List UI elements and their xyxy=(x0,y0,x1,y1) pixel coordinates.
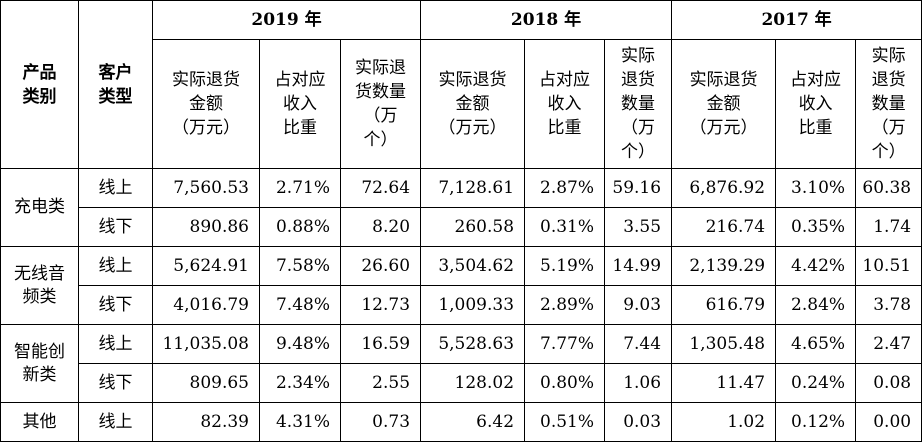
value-cell: 3.55 xyxy=(604,207,673,247)
value-cell: 7.48% xyxy=(259,285,341,325)
header-year-2017: 2017 年 xyxy=(671,0,922,40)
value-cell: 26.60 xyxy=(339,246,422,286)
category-cell: 充电类 xyxy=(0,168,79,247)
table-header: 产品 类别 客户 类型 2019 年 2018 年 2017 年 实际退货 金额… xyxy=(0,0,922,169)
value-cell: 11,035.08 xyxy=(152,324,260,364)
value-cell: 0.31% xyxy=(524,207,606,247)
value-cell: 1.02 xyxy=(671,402,777,442)
value-cell: 0.88% xyxy=(259,207,341,247)
value-cell: 16.59 xyxy=(339,324,422,364)
value-cell: 10.51 xyxy=(855,246,922,286)
value-cell: 3.10% xyxy=(775,168,857,208)
value-cell: 11.47 xyxy=(671,363,777,403)
value-cell: 2,139.29 xyxy=(671,246,777,286)
value-cell: 809.65 xyxy=(152,363,260,403)
header-2019-ratio: 占对应 收入 比重 xyxy=(259,39,341,169)
header-year-2018: 2018 年 xyxy=(420,0,673,40)
value-cell: 5,528.63 xyxy=(420,324,526,364)
header-2017-ratio: 占对应 收入 比重 xyxy=(775,39,857,169)
value-cell: 0.00 xyxy=(855,402,922,442)
customer-type-cell: 线上 xyxy=(78,402,153,442)
value-cell: 7.58% xyxy=(259,246,341,286)
header-year-2019: 2019 年 xyxy=(151,0,422,40)
value-cell: 2.84% xyxy=(775,285,857,325)
value-cell: 1.06 xyxy=(604,363,673,403)
value-cell: 0.51% xyxy=(524,402,606,442)
value-cell: 216.74 xyxy=(671,207,777,247)
value-cell: 3.78 xyxy=(855,285,922,325)
category-cell: 无线音 频类 xyxy=(0,246,79,325)
header-customer-type: 客户 类型 xyxy=(78,0,153,169)
table-row: 充电类 线上 7,560.53 2.71% 72.64 7,128.61 2.87% 59.1… xyxy=(0,168,922,247)
customer-type-cell: 线下 xyxy=(78,285,153,325)
value-cell: 616.79 xyxy=(671,285,777,325)
header-2019-amount: 实际退货 金额 （万元） xyxy=(152,39,260,169)
value-cell: 8.20 xyxy=(339,207,422,247)
customer-type-cell: 线上 xyxy=(78,168,153,208)
customer-type-cell: 线下 xyxy=(78,207,153,247)
value-cell: 2.34% xyxy=(259,363,341,403)
table-row: 线下 890.86 0.88% 8.20 260.58 0.31% 3.55 216.74 0.… xyxy=(1,207,922,247)
value-cell: 1,305.48 xyxy=(671,324,777,364)
value-cell: 0.73 xyxy=(339,402,422,442)
header-2018-ratio: 占对应 收入 比重 xyxy=(524,39,606,169)
value-cell: 2.55 xyxy=(339,363,422,403)
category-cell: 其他 xyxy=(0,402,79,442)
value-cell: 260.58 xyxy=(420,207,526,247)
value-cell: 5.19% xyxy=(524,246,606,286)
header-2019-quantity: 实际退 货数量 （万 个） xyxy=(339,39,422,169)
header-2017-amount: 实际退货 金额 （万元） xyxy=(671,39,777,169)
table-row: 其他 线上 82.39 4.31% 0.73 6.42 0.51% 0.03 1.02 0.12%… xyxy=(0,402,922,442)
header-2017-quantity: 实际 退货 数量 （万 个） xyxy=(855,39,922,169)
value-cell: 0.03 xyxy=(604,402,673,442)
value-cell: 12.73 xyxy=(339,285,422,325)
value-cell: 72.64 xyxy=(339,168,422,208)
header-2018-amount: 实际退货 金额 （万元） xyxy=(420,39,526,169)
header-product-category: 产品 类别 xyxy=(0,0,79,169)
header-2018-quantity: 实际 退货 数量 （万 个） xyxy=(604,39,673,169)
value-cell: 2.89% xyxy=(524,285,606,325)
value-cell: 4.42% xyxy=(775,246,857,286)
value-cell: 7.44 xyxy=(604,324,673,364)
value-cell: 2.87% xyxy=(524,168,606,208)
value-cell: 6,876.92 xyxy=(671,168,777,208)
value-cell: 14.99 xyxy=(604,246,673,286)
value-cell: 3,504.62 xyxy=(420,246,526,286)
value-cell: 0.80% xyxy=(524,363,606,403)
value-cell: 7,128.61 xyxy=(420,168,526,208)
customer-type-cell: 线上 xyxy=(78,324,153,364)
value-cell: 7.77% xyxy=(524,324,606,364)
value-cell: 4.31% xyxy=(259,402,341,442)
value-cell: 0.08 xyxy=(855,363,922,403)
value-cell: 9.48% xyxy=(259,324,341,364)
customer-type-cell: 线下 xyxy=(78,363,153,403)
table-body: 充电类 线上 7,560.53 2.71% 72.64 7,128.61 2.87% 59.1… xyxy=(0,168,922,442)
value-cell: 1,009.33 xyxy=(420,285,526,325)
value-cell: 2.47 xyxy=(855,324,922,364)
value-cell: 1.74 xyxy=(855,207,922,247)
value-cell: 890.86 xyxy=(152,207,260,247)
value-cell: 2.71% xyxy=(259,168,341,208)
value-cell: 0.24% xyxy=(775,363,857,403)
value-cell: 128.02 xyxy=(420,363,526,403)
customer-type-cell: 线上 xyxy=(78,246,153,286)
table-row: 智能创 新类 线上 11,035.08 9.48% 16.59 5,528.63 7.77%… xyxy=(0,324,922,403)
table-row: 线下 4,016.79 7.48% 12.73 1,009.33 2.89% 9.03 616… xyxy=(1,285,922,325)
value-cell: 0.35% xyxy=(775,207,857,247)
value-cell: 0.12% xyxy=(775,402,857,442)
value-cell: 5,624.91 xyxy=(152,246,260,286)
value-cell: 4,016.79 xyxy=(152,285,260,325)
table-row: 线下 809.65 2.34% 2.55 128.02 0.80% 1.06 11.47 0.2… xyxy=(1,363,922,403)
value-cell: 59.16 xyxy=(604,168,673,208)
category-cell: 智能创 新类 xyxy=(0,324,79,403)
value-cell: 4.65% xyxy=(775,324,857,364)
value-cell: 60.38 xyxy=(855,168,922,208)
value-cell: 7,560.53 xyxy=(152,168,260,208)
value-cell: 9.03 xyxy=(604,285,673,325)
table-row: 无线音 频类 线上 5,624.91 7.58% 26.60 3,504.62 5.19% 1… xyxy=(0,246,922,325)
